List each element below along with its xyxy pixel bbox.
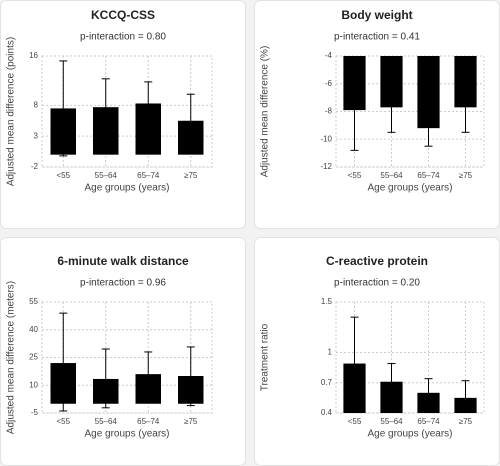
y-tick-label: -8 (325, 107, 333, 116)
x-tick-label: 55–64 (380, 417, 403, 426)
x-tick-label: <55 (348, 417, 362, 426)
y-axis-label: Adjusted mean difference (points) (6, 37, 17, 186)
x-tick-label: 55–64 (380, 171, 403, 180)
bar (417, 56, 440, 129)
y-tick-label: 16 (29, 51, 38, 60)
chart-subtitle: p-interaction = 0.96 (80, 278, 166, 289)
y-tick-label: 40 (29, 325, 38, 334)
y-tick-label: 10 (29, 380, 38, 389)
x-tick-label: 65–74 (137, 171, 160, 180)
y-tick-label: -10 (320, 134, 332, 143)
x-tick-label: ≥75 (184, 171, 198, 180)
chart-title: Body weight (341, 8, 412, 22)
y-axis-label: Adjusted mean difference (%) (260, 46, 271, 178)
y-tick-label: 8 (34, 100, 39, 109)
x-tick-label: <55 (348, 171, 362, 180)
x-tick-label: 55–64 (95, 171, 118, 180)
y-tick-label: 25 (29, 353, 38, 362)
x-tick-label: 65–74 (137, 417, 160, 426)
y-tick-label: 55 (29, 297, 38, 306)
x-tick-label: ≥75 (184, 417, 198, 426)
y-tick-label: 1.5 (321, 297, 333, 306)
x-tick-label: 65–74 (417, 417, 440, 426)
chart-subtitle: p-interaction = 0.80 (80, 32, 166, 43)
bar (380, 56, 403, 108)
y-tick-label: -4 (325, 51, 333, 60)
y-axis-label: Treatment ratio (260, 323, 271, 391)
y-tick-label: 3 (34, 131, 39, 140)
chart-title: C-reactive protein (326, 254, 428, 268)
x-axis-label: Age groups (years) (367, 429, 452, 440)
x-tick-label: ≥75 (459, 171, 473, 180)
x-tick-label: 55–64 (95, 417, 118, 426)
x-axis-label: Age groups (years) (84, 429, 169, 440)
x-tick-label: <55 (56, 171, 70, 180)
chart-title: KCCQ-CSS (91, 8, 155, 22)
x-tick-label: 65–74 (417, 171, 440, 180)
chart-title: 6-minute walk distance (57, 254, 189, 268)
bar (380, 381, 403, 413)
y-tick-label: -12 (320, 162, 332, 171)
y-tick-label: 0.7 (321, 378, 333, 387)
x-axis-label: Age groups (years) (367, 183, 452, 194)
y-axis-label: Adjusted mean difference (meters) (6, 281, 17, 434)
y-tick-label: 1 (328, 348, 333, 357)
x-axis-label: Age groups (years) (84, 183, 169, 194)
bar (454, 56, 477, 108)
chart-subtitle: p-interaction = 0.20 (334, 278, 420, 289)
panel-card (0, 0, 246, 229)
y-tick-label: -6 (325, 79, 333, 88)
y-tick-label: -5 (31, 408, 39, 417)
x-tick-label: ≥75 (459, 417, 473, 426)
y-tick-label: -2 (31, 162, 39, 171)
chart-subtitle: p-interaction = 0.41 (334, 32, 420, 43)
y-tick-label: 0.4 (321, 408, 333, 417)
x-tick-label: <55 (56, 417, 70, 426)
